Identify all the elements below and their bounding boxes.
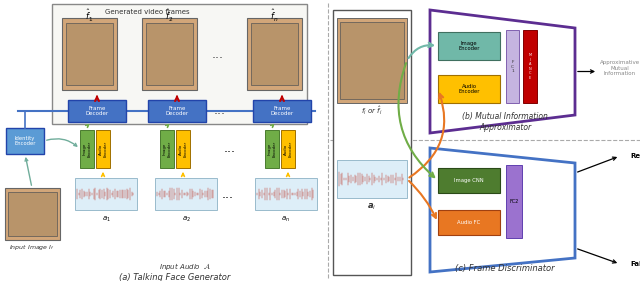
Text: Input Image $I_f$: Input Image $I_f$: [9, 244, 55, 253]
Text: $\hat{f}_2$: $\hat{f}_2$: [165, 8, 173, 24]
Bar: [281, 130, 295, 168]
Text: Frame
Decoder: Frame Decoder: [165, 106, 189, 116]
Text: ...: ...: [224, 142, 236, 155]
Bar: [75, 178, 137, 210]
Text: (c) Frame Discriminator: (c) Frame Discriminator: [455, 264, 555, 273]
Text: ...: ...: [222, 187, 234, 201]
Text: Image
Encoder: Image Encoder: [83, 141, 92, 157]
Text: Generated video frames: Generated video frames: [105, 9, 189, 15]
Text: (b) Mutual Information
Approximator: (b) Mutual Information Approximator: [462, 112, 548, 132]
Bar: [68, 100, 126, 122]
Bar: [155, 178, 217, 210]
Bar: [506, 30, 519, 103]
Text: ...: ...: [214, 105, 226, 117]
Text: Audio
Encoder: Audio Encoder: [284, 141, 292, 157]
Text: Image
Encoder: Image Encoder: [268, 141, 276, 157]
Bar: [253, 100, 311, 122]
Bar: [8, 192, 57, 236]
Text: $\hat{f}_n$: $\hat{f}_n$: [270, 8, 278, 24]
Text: F
C
1: F C 1: [511, 60, 514, 73]
Bar: [160, 130, 174, 168]
Text: Frame
Decoder: Frame Decoder: [271, 106, 294, 116]
Text: Frame
Decoder: Frame Decoder: [85, 106, 109, 116]
Text: $\hat{f}_1$: $\hat{f}_1$: [85, 8, 93, 24]
Text: $f_i$ or $\hat{f}_i$: $f_i$ or $\hat{f}_i$: [361, 105, 383, 117]
Bar: [265, 130, 279, 168]
Text: Image
Encoder: Image Encoder: [163, 141, 172, 157]
Bar: [176, 130, 190, 168]
Bar: [337, 160, 407, 198]
Text: FC2: FC2: [509, 199, 518, 204]
Text: Identity
Encoder: Identity Encoder: [14, 136, 36, 146]
Bar: [251, 23, 298, 85]
Bar: [96, 130, 110, 168]
Text: Real: Real: [630, 153, 640, 159]
Bar: [142, 18, 197, 90]
Text: $a_1$: $a_1$: [102, 214, 111, 224]
Bar: [146, 23, 193, 85]
Bar: [247, 18, 302, 90]
Bar: [438, 32, 500, 60]
Bar: [438, 168, 500, 193]
Text: (a) Talking Face Generator: (a) Talking Face Generator: [119, 273, 230, 281]
Bar: [66, 23, 113, 85]
Bar: [333, 10, 411, 275]
Bar: [340, 22, 404, 99]
Text: Audio
Encoder: Audio Encoder: [458, 84, 480, 94]
Text: Fake: Fake: [630, 261, 640, 267]
Text: Input Audio  $\mathcal{A}$: Input Audio $\mathcal{A}$: [159, 262, 211, 273]
Bar: [506, 165, 522, 238]
Text: Approximative
Mutual
Information: Approximative Mutual Information: [600, 60, 640, 76]
Bar: [523, 30, 537, 103]
Text: Audio
Encoder: Audio Encoder: [179, 141, 188, 157]
Text: $a_n$: $a_n$: [282, 214, 291, 224]
Text: Image CNN: Image CNN: [454, 178, 484, 183]
Bar: [337, 18, 407, 103]
Text: $a_2$: $a_2$: [182, 214, 191, 224]
Bar: [52, 4, 307, 124]
Bar: [80, 130, 94, 168]
Bar: [6, 128, 44, 154]
Bar: [148, 100, 206, 122]
Text: $\boldsymbol{a}_i$: $\boldsymbol{a}_i$: [367, 202, 377, 212]
Text: M
I
A
N
C
E: M I A N C E: [529, 53, 531, 80]
Bar: [5, 188, 60, 240]
Bar: [62, 18, 117, 90]
Text: ...: ...: [212, 49, 224, 62]
Text: Audio
Encoder: Audio Encoder: [99, 141, 108, 157]
Bar: [255, 178, 317, 210]
Bar: [438, 75, 500, 103]
Bar: [438, 210, 500, 235]
Text: Image
Encoder: Image Encoder: [458, 40, 480, 51]
Text: Audio FC: Audio FC: [458, 220, 481, 225]
